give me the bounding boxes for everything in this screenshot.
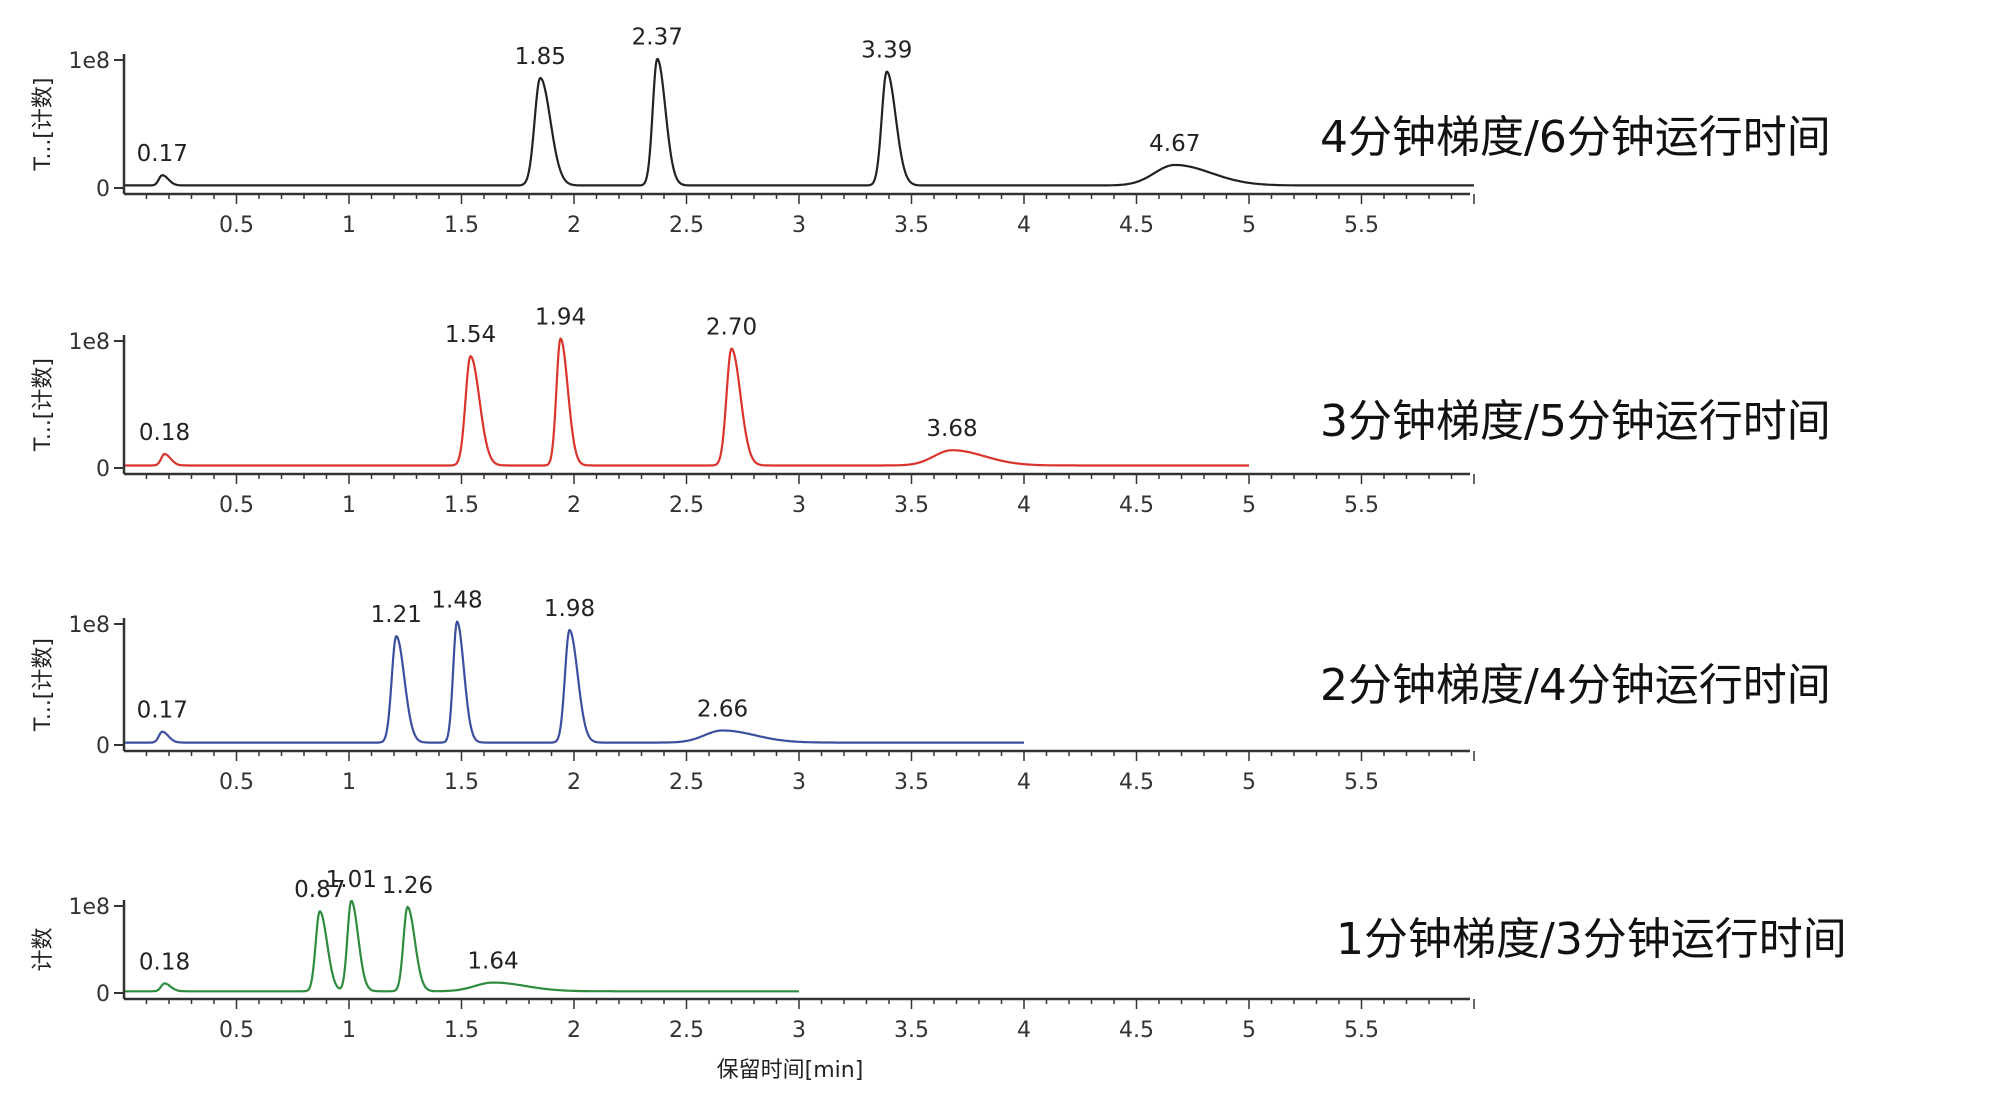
signal-trace-1: [123, 57, 1475, 187]
y-tick-label: 0: [96, 457, 110, 482]
peak-label: 1.98: [544, 596, 595, 622]
x-tick-label: 2.5: [669, 1018, 704, 1043]
y-axis-label: T...[计数]: [31, 78, 56, 172]
x-tick-label: 0.5: [219, 493, 254, 518]
peak-label: 2.70: [706, 315, 757, 341]
x-tick-label: 3: [792, 213, 806, 238]
peak-label: 0.17: [137, 141, 188, 167]
x-tick-label: 5.5: [1344, 493, 1379, 518]
panel-title: 1分钟梯度/3分钟运行时间: [1336, 914, 1847, 965]
peak-label: 4.67: [1149, 131, 1200, 157]
x-tick-label: 3: [792, 493, 806, 518]
x-tick-label: 4: [1017, 1018, 1031, 1043]
peak-label: 0.17: [137, 698, 188, 724]
signal-trace-3: [123, 620, 1025, 744]
y-axis-label: T...[计数]: [31, 638, 56, 732]
x-tick-label: 5: [1242, 770, 1256, 795]
x-tick-label: 5.5: [1344, 213, 1379, 238]
x-tick-label: 4.5: [1119, 493, 1154, 518]
peak-label: 1.94: [535, 304, 586, 330]
x-tick-label: 3.5: [894, 493, 929, 518]
peak-label: 1.85: [515, 44, 566, 70]
chromatogram-panel-3: 0.5 1 1.5 2 2.5 3 3.5 4 4.5 5 5.5 0 1e8 T...[计数] 0.17 1…: [31, 588, 1831, 795]
x-tick-label: 5.5: [1344, 770, 1379, 795]
x-tick-label: 4: [1017, 493, 1031, 518]
x-tick-label: 3: [792, 1018, 806, 1043]
panel-title: 2分钟梯度/4分钟运行时间: [1320, 660, 1831, 711]
x-tick-label: 0.5: [219, 770, 254, 795]
x-tick-label: 1: [342, 1018, 356, 1043]
x-tick-label: 1: [342, 213, 356, 238]
signal-trace-2: [123, 337, 1250, 467]
peak-label: 1.26: [382, 873, 433, 899]
x-tick-label: 0.5: [219, 213, 254, 238]
x-tick-label: 1.5: [444, 1018, 479, 1043]
y-axis-label: T...[计数]: [31, 358, 56, 452]
peak-label: 0.87: [294, 877, 345, 903]
y-tick-label: 1e8: [68, 49, 110, 74]
x-tick-label: 5: [1242, 213, 1256, 238]
x-tick-label: 4.5: [1119, 1018, 1154, 1043]
x-tick-label: 1: [342, 770, 356, 795]
x-tick-label: 4.5: [1119, 770, 1154, 795]
x-tick-label: 3.5: [894, 213, 929, 238]
y-tick-label: 0: [96, 982, 110, 1007]
x-tick-label: 1.5: [444, 493, 479, 518]
x-tick-label: 3: [792, 770, 806, 795]
peak-label: 1.48: [431, 588, 482, 614]
chromatogram-panel-4: 0.5 1 1.5 2 2.5 3 3.5 4 4.5 5 5.5 0 1e8 计数 0.18 0.871.0…: [31, 867, 1847, 1083]
y-tick-label: 1e8: [68, 330, 110, 355]
peak-label: 0.18: [139, 949, 190, 975]
peak-label: 3.39: [861, 38, 912, 64]
x-tick-label: 2: [567, 1018, 581, 1043]
y-tick-label: 0: [96, 734, 110, 759]
panel-title: 3分钟梯度/5分钟运行时间: [1320, 396, 1831, 447]
x-tick-label: 2: [567, 493, 581, 518]
x-tick-label: 5: [1242, 1018, 1256, 1043]
x-tick-label: 3.5: [894, 770, 929, 795]
peak-label: 3.68: [926, 416, 977, 442]
x-tick-label: 2.5: [669, 493, 704, 518]
x-tick-label: 1.5: [444, 213, 479, 238]
x-tick-label: 2: [567, 213, 581, 238]
x-tick-label: 2.5: [669, 213, 704, 238]
y-axis-label: 计数: [31, 927, 56, 971]
x-tick-label: 2: [567, 770, 581, 795]
x-tick-label: 5: [1242, 493, 1256, 518]
x-tick-label: 0.5: [219, 1018, 254, 1043]
x-tick-label: 4: [1017, 770, 1031, 795]
x-axis-label: 保留时间[min]: [717, 1058, 864, 1083]
chromatogram-panel-1: 0.5 1 1.5 2 2.5 3 3.5 4 4.5 5 5.5 0 1e8 T...[计数] 0.17 1…: [31, 25, 1831, 238]
x-tick-label: 2.5: [669, 770, 704, 795]
peak-label: 0.18: [139, 420, 190, 446]
peak-label: 1.64: [467, 949, 518, 975]
y-tick-label: 0: [96, 177, 110, 202]
panel-title: 4分钟梯度/6分钟运行时间: [1320, 112, 1831, 163]
peak-label: 1.54: [445, 322, 496, 348]
x-tick-label: 1: [342, 493, 356, 518]
peak-label: 1.01: [326, 867, 377, 893]
y-tick-label: 1e8: [68, 613, 110, 638]
peak-label: 2.66: [697, 696, 748, 722]
x-tick-label: 3.5: [894, 1018, 929, 1043]
x-tick-label: 4: [1017, 213, 1031, 238]
x-tick-label: 1.5: [444, 770, 479, 795]
x-tick-label: 4.5: [1119, 213, 1154, 238]
chromatogram-panel-2: 0.5 1 1.5 2 2.5 3 3.5 4 4.5 5 5.5 0 1e8 T...[计数] 0.18 1…: [31, 304, 1831, 518]
y-tick-label: 1e8: [68, 895, 110, 920]
peak-label: 2.37: [632, 25, 683, 51]
signal-trace-4: [123, 899, 800, 993]
peak-label: 1.21: [371, 602, 422, 628]
x-tick-label: 5.5: [1344, 1018, 1379, 1043]
